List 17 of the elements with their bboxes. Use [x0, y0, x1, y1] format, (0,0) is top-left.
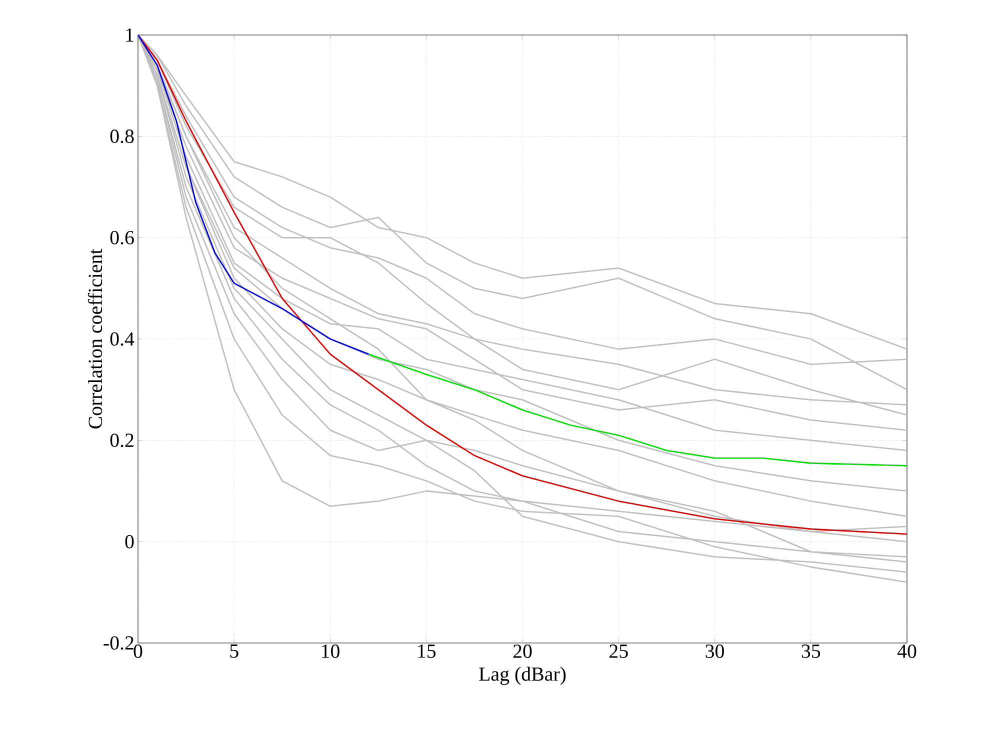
- y-tick-label: 0.4: [110, 332, 134, 346]
- x-tick-label: 25: [610, 644, 628, 658]
- y-tick-label: 0: [125, 534, 134, 548]
- x-tick-label: 15: [418, 644, 436, 658]
- y-tick-label: 0.2: [110, 434, 134, 448]
- x-tick-label: 5: [230, 644, 238, 658]
- y-tick-label: 1: [126, 28, 134, 42]
- y-axis-title: Correlation coefficient: [88, 248, 102, 428]
- x-tick-label: 20: [513, 644, 532, 658]
- x-axis-title: Lag (dBar): [479, 666, 566, 685]
- x-tick-label: 40: [897, 644, 916, 658]
- x-tick-label: 10: [322, 644, 340, 658]
- x-tick-label: 30: [706, 644, 724, 658]
- y-tick-label: 0.8: [110, 130, 134, 144]
- y-tick-label: -0.2: [104, 636, 134, 650]
- y-tick-label: 0.6: [110, 230, 134, 244]
- x-tick-label: 35: [802, 644, 820, 658]
